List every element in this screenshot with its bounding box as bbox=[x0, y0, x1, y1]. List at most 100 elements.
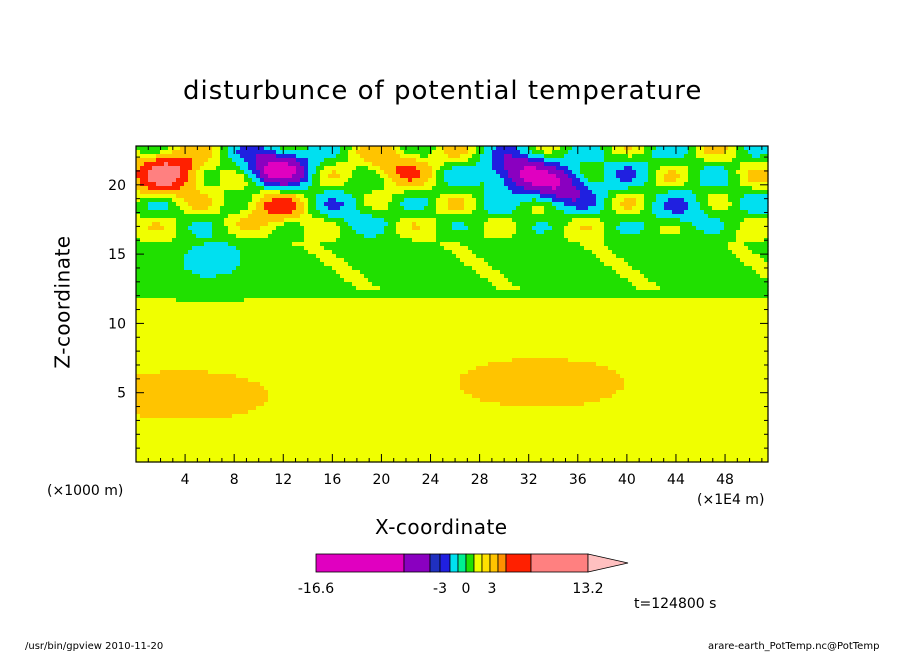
field-cell bbox=[204, 198, 209, 203]
field-cell bbox=[240, 210, 245, 215]
field-cell bbox=[248, 270, 253, 275]
field-cell bbox=[472, 182, 477, 187]
field-cell bbox=[728, 234, 733, 239]
field-cell bbox=[500, 250, 505, 255]
field-cell bbox=[740, 242, 745, 247]
field-cell bbox=[436, 162, 441, 167]
field-cell bbox=[428, 246, 433, 251]
field-cell bbox=[704, 202, 709, 207]
field-cell bbox=[200, 202, 205, 207]
field-cell bbox=[264, 214, 269, 219]
field-cell bbox=[588, 154, 593, 159]
field-cell bbox=[516, 210, 521, 215]
field-cell bbox=[460, 146, 465, 151]
field-cell bbox=[460, 266, 465, 271]
field-cell bbox=[236, 206, 241, 211]
field-cell bbox=[496, 154, 501, 159]
field-cell bbox=[340, 254, 345, 259]
field-cell bbox=[352, 194, 357, 199]
field-cell bbox=[312, 270, 317, 275]
field-cell bbox=[476, 150, 481, 155]
field-cell bbox=[364, 174, 369, 179]
field-cell bbox=[208, 238, 213, 243]
field-cell bbox=[260, 178, 265, 183]
field-cell bbox=[140, 222, 145, 227]
field-cell bbox=[520, 222, 525, 227]
field-cell bbox=[660, 266, 665, 271]
field-cell bbox=[608, 254, 613, 259]
field-cell bbox=[156, 254, 161, 259]
field-cell bbox=[436, 230, 441, 235]
field-cell bbox=[308, 270, 313, 275]
field-cell bbox=[396, 258, 401, 263]
field-cell bbox=[232, 222, 237, 227]
field-cell bbox=[664, 166, 669, 171]
field-cell bbox=[508, 258, 513, 263]
field-cell bbox=[392, 222, 397, 227]
field-cell bbox=[292, 202, 297, 207]
field-cell bbox=[744, 218, 749, 223]
field-cell bbox=[252, 202, 257, 207]
field-cell bbox=[596, 250, 601, 255]
field-cell bbox=[220, 266, 225, 271]
field-cell bbox=[640, 198, 645, 203]
field-cell bbox=[608, 218, 613, 223]
field-cell bbox=[188, 190, 193, 195]
field-cell bbox=[516, 270, 521, 275]
field-cell bbox=[540, 150, 545, 155]
field-cell bbox=[520, 170, 525, 175]
field-cell bbox=[540, 238, 545, 243]
field-cell bbox=[220, 178, 225, 183]
field-cell bbox=[564, 206, 569, 211]
field-cell bbox=[500, 162, 505, 167]
field-cell bbox=[604, 254, 609, 259]
field-cell bbox=[756, 174, 761, 179]
field-cell bbox=[528, 246, 533, 251]
field-cell bbox=[648, 214, 653, 219]
field-cell bbox=[428, 222, 433, 227]
field-cell bbox=[164, 222, 169, 227]
field-cell bbox=[420, 254, 425, 259]
field-cell bbox=[692, 158, 697, 163]
field-cell bbox=[188, 258, 193, 263]
field-cell bbox=[388, 238, 393, 243]
field-cell bbox=[268, 178, 273, 183]
field-cell bbox=[228, 262, 233, 267]
field-cell bbox=[276, 262, 281, 267]
field-cell bbox=[740, 262, 745, 267]
field-cell bbox=[476, 230, 481, 235]
field-cell bbox=[332, 170, 337, 175]
field-cell bbox=[384, 174, 389, 179]
field-cell bbox=[644, 170, 649, 175]
field-cell bbox=[304, 202, 309, 207]
field-cell bbox=[304, 182, 309, 187]
field-cell bbox=[488, 202, 493, 207]
field-cell bbox=[640, 154, 645, 159]
field-cell bbox=[164, 262, 169, 267]
field-cell bbox=[548, 214, 553, 219]
field-cell bbox=[400, 254, 405, 259]
field-cell bbox=[408, 266, 413, 271]
field-cell bbox=[496, 166, 501, 171]
field-cell bbox=[216, 214, 221, 219]
field-cell bbox=[604, 190, 609, 195]
field-cell bbox=[164, 154, 169, 159]
field-cell bbox=[268, 266, 273, 271]
field-cell bbox=[240, 166, 245, 171]
field-cell bbox=[172, 198, 177, 203]
field-cell bbox=[280, 238, 285, 243]
field-cell bbox=[512, 234, 517, 239]
field-cell bbox=[724, 146, 729, 151]
field-cell bbox=[656, 218, 661, 223]
field-cell bbox=[680, 234, 685, 239]
field-cell bbox=[160, 170, 165, 175]
field-cell bbox=[748, 250, 753, 255]
field-cell bbox=[608, 174, 613, 179]
field-cell bbox=[412, 162, 417, 167]
field-cell bbox=[308, 146, 313, 151]
field-cell bbox=[304, 222, 309, 227]
field-cell bbox=[336, 178, 341, 183]
field-cell bbox=[244, 182, 249, 187]
field-cell bbox=[260, 270, 265, 275]
field-cell bbox=[516, 170, 521, 175]
